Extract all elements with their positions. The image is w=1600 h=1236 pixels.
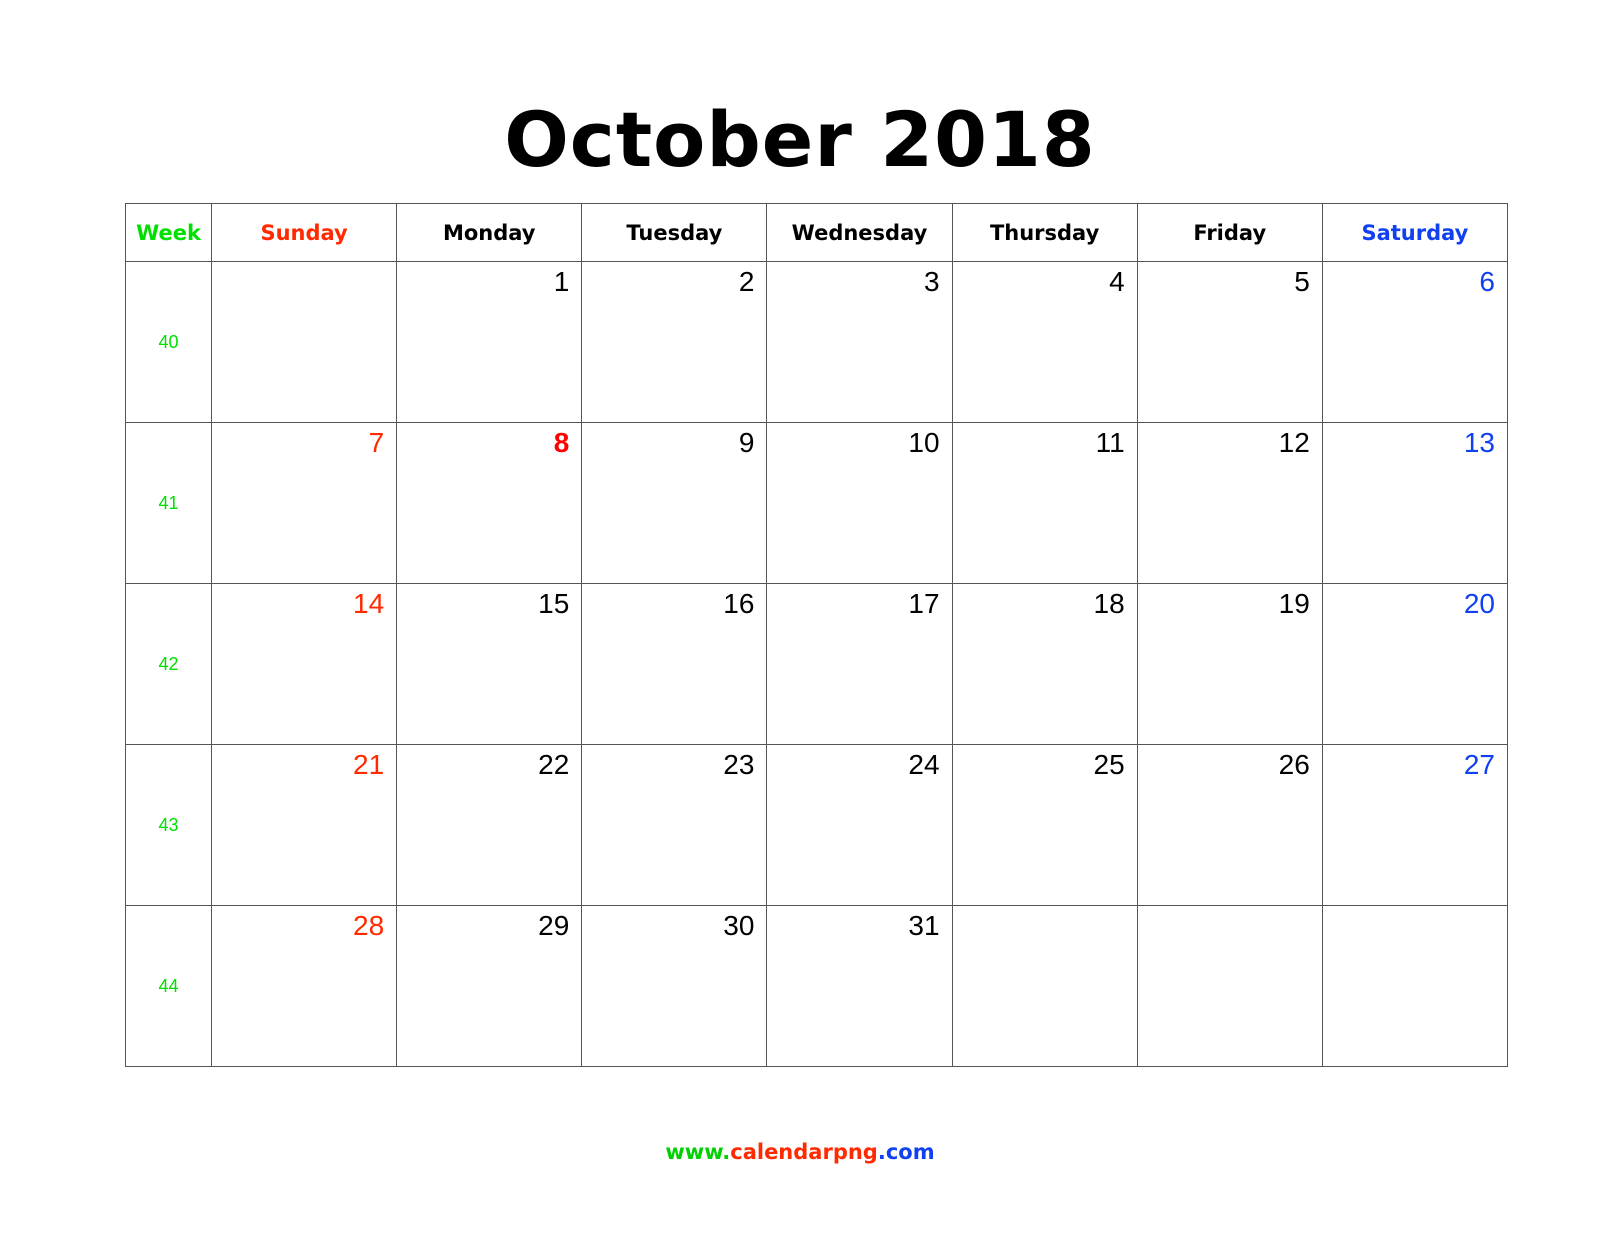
week-row: 40 1 2 3 4 5 6 bbox=[124, 261, 1509, 423]
day-header-thursday: Thursday bbox=[951, 203, 1138, 262]
week-number: 42 bbox=[124, 583, 213, 745]
day-number: 8 bbox=[553, 427, 570, 458]
day-cell-saturday bbox=[1321, 905, 1509, 1067]
calendar-grid: Week Sunday Monday Tuesday Wednesday Thu… bbox=[124, 203, 1509, 1067]
day-cell-monday: 29 bbox=[396, 905, 583, 1067]
weekday-header-row: Week Sunday Monday Tuesday Wednesday Thu… bbox=[124, 203, 1509, 262]
day-header-friday: Friday bbox=[1136, 203, 1323, 262]
week-number: 43 bbox=[124, 744, 213, 906]
day-cell-thursday bbox=[951, 905, 1138, 1067]
day-cell-tuesday: 9 bbox=[581, 422, 768, 584]
day-cell-tuesday: 23 bbox=[581, 744, 768, 906]
day-number: 27 bbox=[1463, 749, 1495, 780]
day-cell-friday: 12 bbox=[1136, 422, 1323, 584]
day-cell-sunday bbox=[211, 261, 398, 423]
day-cell-friday: 5 bbox=[1136, 261, 1323, 423]
day-number: 4 bbox=[1109, 266, 1125, 297]
day-number: 6 bbox=[1479, 266, 1495, 297]
day-cell-wednesday: 10 bbox=[766, 422, 953, 584]
footer-url-middle: calendarpng bbox=[730, 1140, 878, 1164]
day-cell-thursday: 11 bbox=[951, 422, 1138, 584]
day-number: 14 bbox=[353, 588, 385, 619]
day-number: 3 bbox=[923, 266, 940, 297]
day-cell-tuesday: 2 bbox=[581, 261, 768, 423]
day-header-monday: Monday bbox=[396, 203, 583, 262]
day-number: 28 bbox=[353, 910, 385, 941]
day-number: 15 bbox=[538, 588, 570, 619]
day-cell-saturday: 6 bbox=[1321, 261, 1509, 423]
day-cell-saturday: 20 bbox=[1321, 583, 1509, 745]
day-cell-sunday: 28 bbox=[211, 905, 398, 1067]
day-cell-monday: 8 bbox=[396, 422, 583, 584]
day-cell-monday: 1 bbox=[396, 261, 583, 423]
day-header-sunday: Sunday bbox=[211, 203, 398, 262]
day-number: 11 bbox=[1095, 427, 1125, 458]
day-number: 17 bbox=[908, 588, 940, 619]
week-number: 41 bbox=[124, 422, 213, 584]
week-header: Week bbox=[124, 203, 213, 262]
day-number: 2 bbox=[738, 266, 755, 297]
week-row: 44 28 29 30 31 bbox=[124, 905, 1509, 1067]
day-number: 20 bbox=[1463, 588, 1495, 619]
day-cell-thursday: 4 bbox=[951, 261, 1138, 423]
day-cell-thursday: 25 bbox=[951, 744, 1138, 906]
day-number: 21 bbox=[353, 749, 385, 780]
day-header-wednesday: Wednesday bbox=[766, 203, 953, 262]
day-cell-sunday: 7 bbox=[211, 422, 398, 584]
week-row: 42 14 15 16 17 18 19 20 bbox=[124, 583, 1509, 745]
day-number: 12 bbox=[1278, 427, 1310, 458]
day-cell-friday bbox=[1136, 905, 1323, 1067]
day-number: 22 bbox=[538, 749, 570, 780]
day-number: 24 bbox=[908, 749, 940, 780]
day-header-saturday: Saturday bbox=[1321, 203, 1509, 262]
day-number: 29 bbox=[538, 910, 570, 941]
day-cell-wednesday: 24 bbox=[766, 744, 953, 906]
week-number: 40 bbox=[124, 261, 213, 423]
day-number bbox=[1323, 906, 1507, 909]
day-number: 10 bbox=[908, 427, 940, 458]
day-number: 18 bbox=[1093, 588, 1125, 619]
day-header-tuesday: Tuesday bbox=[581, 203, 768, 262]
week-row: 41 7 8 9 10 11 12 13 bbox=[124, 422, 1509, 584]
day-number: 13 bbox=[1463, 427, 1495, 458]
day-cell-thursday: 18 bbox=[951, 583, 1138, 745]
day-cell-wednesday: 31 bbox=[766, 905, 953, 1067]
day-cell-sunday: 21 bbox=[211, 744, 398, 906]
day-number: 31 bbox=[908, 910, 940, 941]
day-cell-wednesday: 3 bbox=[766, 261, 953, 423]
week-row: 43 21 22 23 24 25 26 27 bbox=[124, 744, 1509, 906]
footer-url-suffix: .com bbox=[877, 1140, 935, 1164]
day-number: 7 bbox=[368, 427, 385, 458]
day-number: 16 bbox=[723, 588, 755, 619]
day-cell-saturday: 27 bbox=[1321, 744, 1509, 906]
day-cell-wednesday: 17 bbox=[766, 583, 953, 745]
day-cell-tuesday: 30 bbox=[581, 905, 768, 1067]
day-number bbox=[212, 262, 396, 265]
day-number: 25 bbox=[1093, 749, 1125, 780]
day-number bbox=[953, 906, 1137, 909]
day-cell-friday: 19 bbox=[1136, 583, 1323, 745]
footer-url: www.calendarpng.com bbox=[0, 1140, 1600, 1164]
day-cell-friday: 26 bbox=[1136, 744, 1323, 906]
day-number: 5 bbox=[1294, 266, 1310, 297]
day-number: 19 bbox=[1278, 588, 1310, 619]
day-cell-monday: 22 bbox=[396, 744, 583, 906]
day-cell-tuesday: 16 bbox=[581, 583, 768, 745]
day-number: 9 bbox=[738, 427, 755, 458]
footer-url-prefix: www. bbox=[665, 1140, 731, 1164]
day-cell-sunday: 14 bbox=[211, 583, 398, 745]
day-number: 26 bbox=[1278, 749, 1310, 780]
day-number: 30 bbox=[723, 910, 755, 941]
calendar-title: October 2018 bbox=[504, 95, 1096, 184]
day-cell-saturday: 13 bbox=[1321, 422, 1509, 584]
day-number: 1 bbox=[553, 266, 570, 297]
day-number: 23 bbox=[723, 749, 755, 780]
day-cell-monday: 15 bbox=[396, 583, 583, 745]
day-number bbox=[1138, 906, 1322, 909]
week-number: 44 bbox=[124, 905, 213, 1067]
